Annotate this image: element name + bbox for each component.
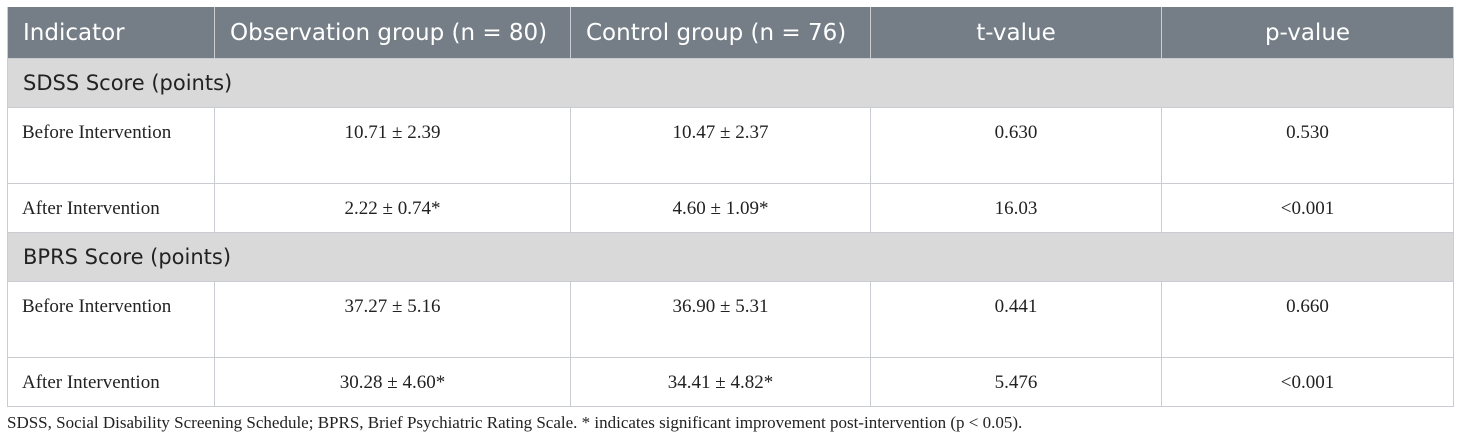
t-value: 0.441 [870, 281, 1162, 358]
section-title: SDSS Score (points) [7, 58, 1454, 108]
results-table-container: Indicator Observation group (n = 80) Con… [7, 7, 1454, 407]
row-label: After Intervention [7, 357, 215, 407]
t-value: 16.03 [870, 183, 1162, 233]
table-footnote: SDSS, Social Disability Screening Schedu… [7, 413, 1023, 432]
t-value: 0.630 [870, 107, 1162, 184]
table-row: After Intervention 2.22 ± 0.74* 4.60 ± 1… [7, 183, 1454, 233]
row-label: Before Intervention [7, 107, 215, 184]
observation-value: 10.71 ± 2.39 [214, 107, 571, 184]
table-row: Before Intervention 10.71 ± 2.39 10.47 ±… [7, 107, 1454, 184]
p-value: 0.660 [1161, 281, 1454, 358]
p-value: <0.001 [1161, 183, 1454, 233]
header-observation-group: Observation group (n = 80) [214, 7, 571, 59]
control-value: 34.41 ± 4.82* [570, 357, 871, 407]
section-row-bprs: BPRS Score (points) [7, 232, 1454, 282]
table-header-row: Indicator Observation group (n = 80) Con… [7, 7, 1454, 59]
table-row: Before Intervention 37.27 ± 5.16 36.90 ±… [7, 281, 1454, 358]
table-row: After Intervention 30.28 ± 4.60* 34.41 ±… [7, 357, 1454, 407]
section-title: BPRS Score (points) [7, 232, 1454, 282]
row-label: After Intervention [7, 183, 215, 233]
observation-value: 37.27 ± 5.16 [214, 281, 571, 358]
control-value: 36.90 ± 5.31 [570, 281, 871, 358]
results-table: Indicator Observation group (n = 80) Con… [7, 7, 1454, 407]
row-label: Before Intervention [7, 281, 215, 358]
header-indicator: Indicator [7, 7, 215, 59]
control-value: 4.60 ± 1.09* [570, 183, 871, 233]
header-t-value: t-value [870, 7, 1162, 59]
p-value: <0.001 [1161, 357, 1454, 407]
header-p-value: p-value [1161, 7, 1454, 59]
observation-value: 30.28 ± 4.60* [214, 357, 571, 407]
control-value: 10.47 ± 2.37 [570, 107, 871, 184]
header-control-group: Control group (n = 76) [570, 7, 871, 59]
observation-value: 2.22 ± 0.74* [214, 183, 571, 233]
p-value: 0.530 [1161, 107, 1454, 184]
t-value: 5.476 [870, 357, 1162, 407]
section-row-sdss: SDSS Score (points) [7, 58, 1454, 108]
